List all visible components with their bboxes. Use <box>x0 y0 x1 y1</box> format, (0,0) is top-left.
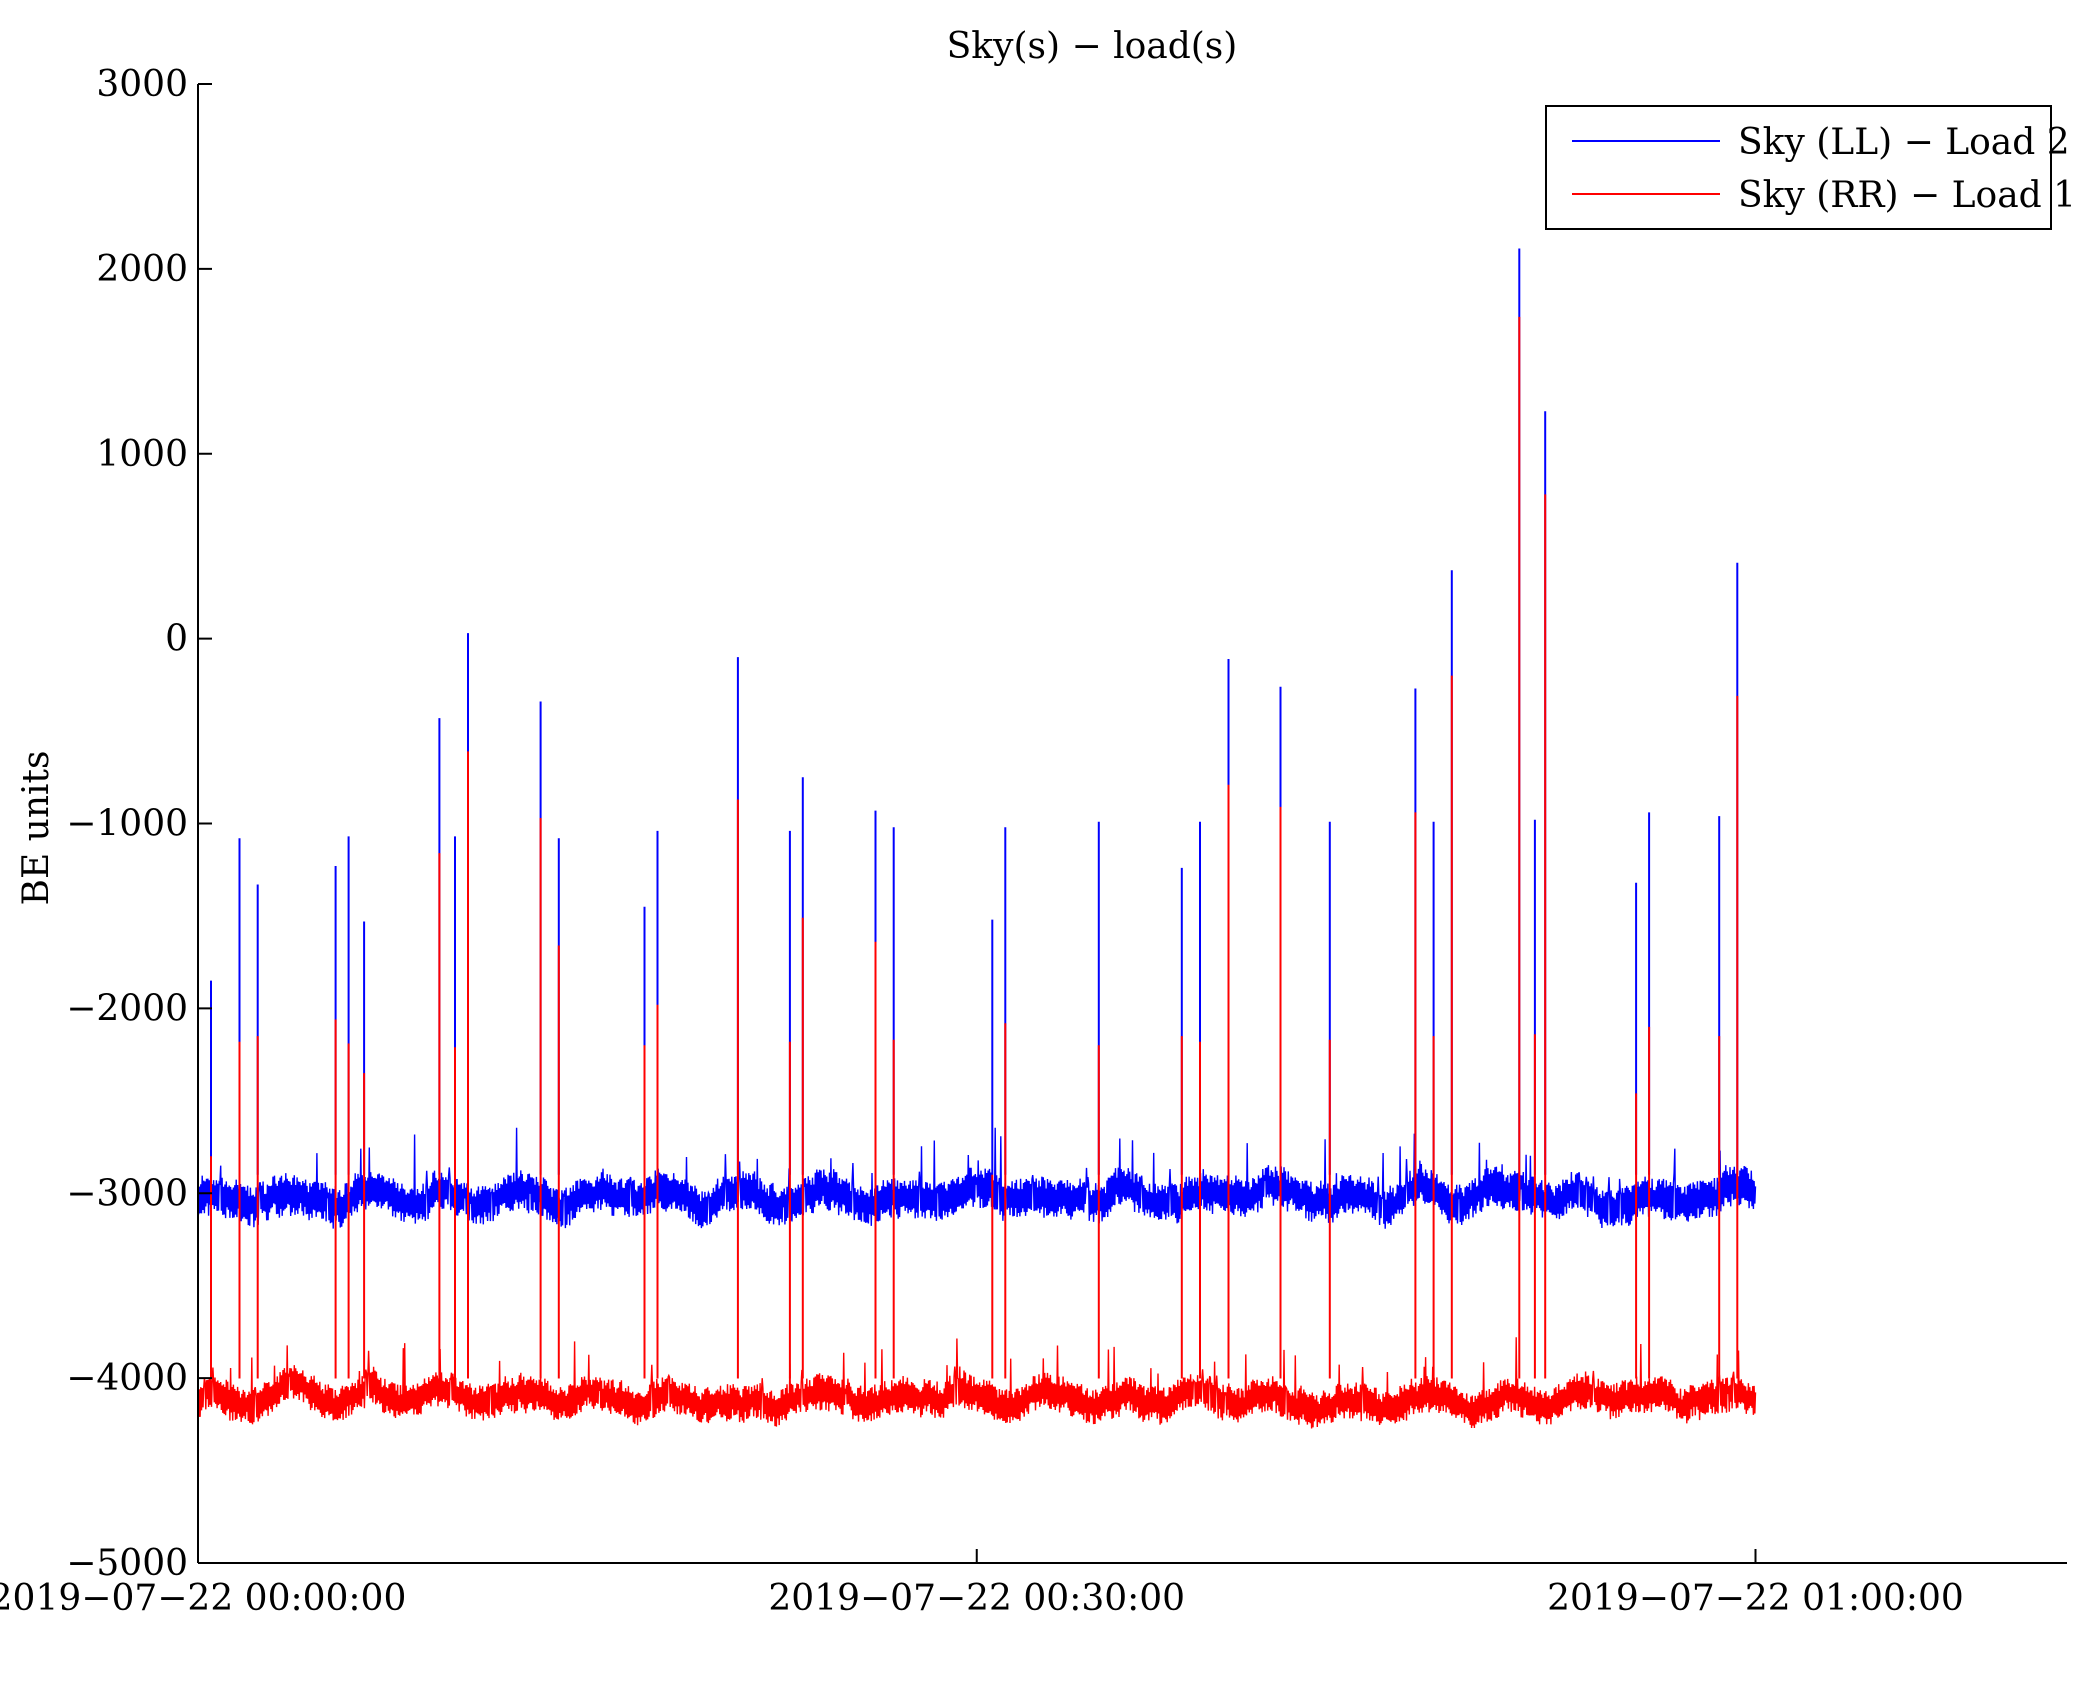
y-tick-label: −5000 <box>66 1543 188 1584</box>
x-axis-ticks: 2019−07−22 00:00:00 2019−07−22 00:30:00 20… <box>0 1549 1964 1619</box>
y-tick-label: 2000 <box>96 249 188 290</box>
y-tick-label: 0 <box>165 619 188 660</box>
legend-label-ll: Sky (LL) − Load 2 <box>1738 122 2070 163</box>
legend: Sky (LL) − Load 2 Sky (RR) − Load 1 <box>1545 105 2076 230</box>
y-tick-label: −1000 <box>66 804 188 845</box>
x-tick-label: 2019−07−22 01:00:00 <box>1547 1578 1964 1619</box>
x-tick-label: 2019−07−22 00:30:00 <box>768 1578 1185 1619</box>
legend-label-rr: Sky (RR) − Load 1 <box>1738 175 2076 216</box>
y-tick-label: 3000 <box>96 64 188 105</box>
x-tick-label: 2019−07−22 00:00:00 <box>0 1578 406 1619</box>
y-tick-label: 1000 <box>96 434 188 475</box>
series-line <box>197 1127 1757 1229</box>
y-tick-label: −3000 <box>66 1173 188 1214</box>
y-axis-ticks: 3000 2000 1000 0 −1000 −2000 −3000 −4000 −5000 <box>66 64 212 1584</box>
y-axis-label: BE units <box>16 750 57 905</box>
series-line <box>197 1337 1757 1429</box>
chart-title: Sky(s) − load(s) <box>947 26 1238 67</box>
y-tick-label: −2000 <box>66 988 188 1029</box>
legend-box <box>1545 105 2052 230</box>
y-tick-label: −4000 <box>66 1358 188 1399</box>
